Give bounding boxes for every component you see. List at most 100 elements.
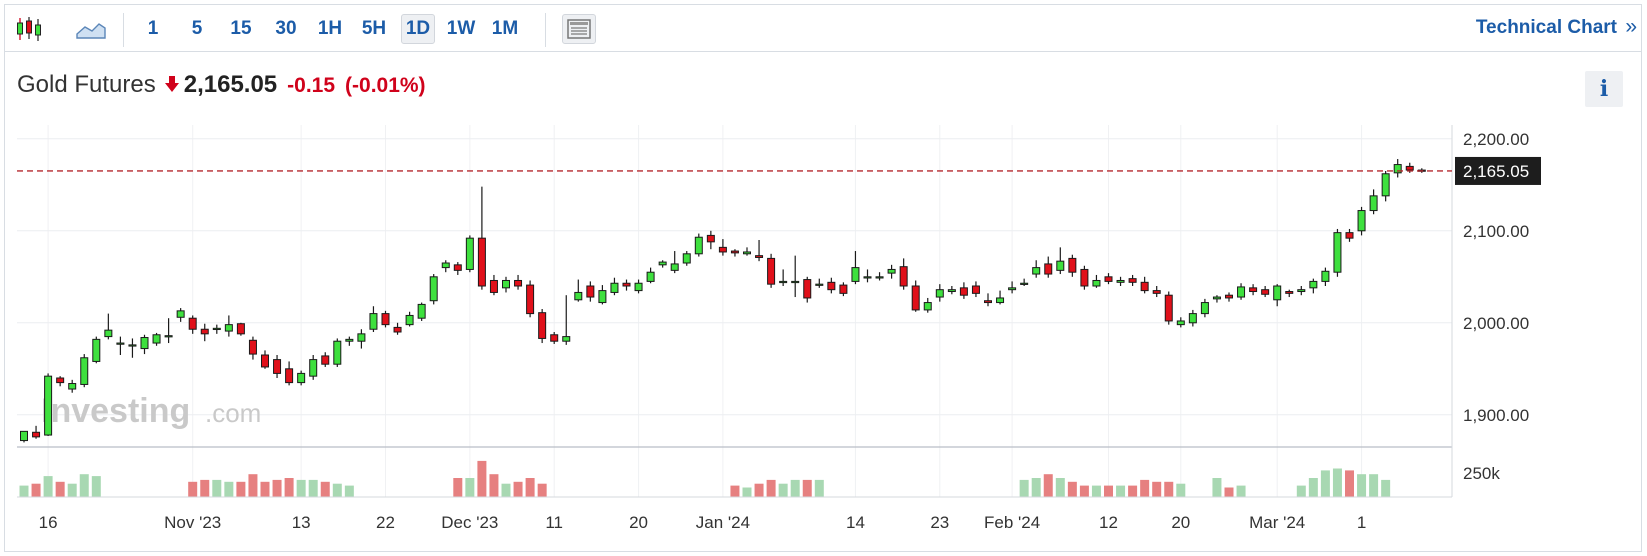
volume-tick-label: 250k: [1463, 464, 1500, 483]
candle-up: [1333, 232, 1342, 273]
interval-button-1m[interactable]: 1M: [491, 18, 519, 39]
interval-button-5[interactable]: 5: [191, 18, 203, 39]
candle-up: [1188, 313, 1197, 324]
volume-bar: [260, 481, 270, 497]
candle-down: [1285, 291, 1294, 294]
candle-down: [188, 317, 197, 330]
volume-bar: [55, 481, 65, 497]
interval-button-15[interactable]: 15: [230, 18, 252, 39]
x-tick-label: Nov '23: [164, 513, 221, 532]
candle-down: [514, 279, 523, 287]
candle-down: [911, 285, 920, 311]
candle-down: [718, 246, 727, 253]
candle-up: [80, 357, 89, 385]
volume-bar: [501, 483, 511, 497]
last-price-label: 2,165.05: [1463, 162, 1529, 181]
candle-down: [1225, 294, 1233, 299]
candle-down: [803, 279, 812, 299]
interval-button-1[interactable]: 1: [147, 18, 159, 39]
volume-bar: [489, 474, 499, 497]
volume-bar: [1043, 474, 1053, 497]
volume-bar: [67, 483, 77, 497]
last-price: 2,165.05: [183, 71, 278, 98]
x-tick-label: 13: [292, 513, 311, 532]
volume-bar: [802, 479, 812, 497]
candle-up: [996, 297, 1005, 304]
candle-down: [261, 354, 269, 368]
volume-bar: [1381, 479, 1391, 497]
candle-down: [56, 377, 65, 384]
chart-widget: 1 5 15 30 1H 5H 1D 1W 1M Technical Chart » Gold …: [4, 4, 1642, 552]
candle-up: [1321, 270, 1330, 282]
interval-button-30[interactable]: 30: [275, 18, 297, 39]
candle-down: [538, 312, 547, 339]
double-chevron-right-icon[interactable]: »: [1625, 15, 1637, 38]
volume-bar: [778, 483, 788, 497]
candle-up: [1176, 320, 1185, 326]
volume-bar: [1055, 478, 1065, 497]
candle-up: [851, 267, 860, 282]
volume-bar: [200, 479, 210, 497]
candle-up: [646, 271, 655, 282]
volume-bar: [91, 476, 101, 497]
candle-down: [550, 334, 559, 342]
candle-up: [1297, 289, 1306, 293]
info-button[interactable]: i: [1585, 71, 1623, 107]
candle-up: [128, 344, 137, 347]
candlestick-icon[interactable]: [13, 14, 45, 44]
volume-bar: [1128, 485, 1138, 497]
candle-down: [526, 284, 535, 315]
volume-bar: [332, 483, 342, 497]
candle-down: [489, 279, 498, 293]
volume-bar: [1369, 474, 1379, 497]
candle-down: [730, 250, 739, 254]
candle-down: [1140, 281, 1149, 292]
volume-bar: [730, 485, 740, 497]
candle-down: [285, 368, 294, 384]
candle-up: [1032, 267, 1041, 275]
candle-up: [610, 282, 619, 293]
volume-bar: [1320, 470, 1330, 497]
volume-bar: [742, 487, 752, 497]
instrument-name: Gold Futures: [17, 71, 156, 98]
volume-bar: [477, 460, 487, 497]
x-tick-label: Mar '24: [1249, 513, 1305, 532]
candle-up: [152, 334, 161, 344]
interval-button-1w[interactable]: 1W: [446, 18, 476, 39]
volume-bar: [308, 479, 318, 497]
candle-down: [1044, 263, 1053, 275]
interval-button-5h[interactable]: 5H: [361, 18, 387, 39]
candle-down: [393, 326, 402, 333]
watermark-brand: Investing: [41, 392, 190, 430]
volume-bar: [212, 479, 222, 497]
candle-down: [273, 359, 282, 374]
volume-bar: [814, 479, 824, 497]
candle-down: [839, 284, 848, 294]
volume-bar: [236, 481, 246, 497]
candle-up: [20, 430, 28, 442]
area-chart-icon[interactable]: [73, 14, 109, 44]
candle-down: [755, 255, 764, 258]
candle-up: [574, 291, 583, 301]
candle-down: [236, 323, 245, 335]
x-tick-label: Jan '24: [696, 513, 750, 532]
candle-up: [164, 335, 173, 338]
investing-watermark: Investing .com: [41, 392, 261, 430]
candle-down: [1128, 278, 1137, 283]
candle-down: [321, 355, 330, 365]
candle-down: [971, 285, 980, 294]
technical-chart-link[interactable]: Technical Chart: [1475, 17, 1617, 38]
interval-button-1d[interactable]: 1D: [401, 14, 435, 44]
candle-up: [562, 336, 571, 342]
candle-up: [1273, 285, 1282, 301]
volume-bar: [790, 479, 800, 497]
interval-button-1h[interactable]: 1H: [317, 18, 343, 39]
x-tick-label: 16: [39, 513, 58, 532]
candle-up: [224, 324, 233, 332]
candle-up: [417, 303, 426, 319]
volume-bar: [19, 485, 29, 497]
layout-icon[interactable]: [562, 14, 596, 44]
candle-up: [658, 261, 667, 266]
candle-up: [357, 333, 366, 342]
candle-up: [743, 251, 751, 255]
